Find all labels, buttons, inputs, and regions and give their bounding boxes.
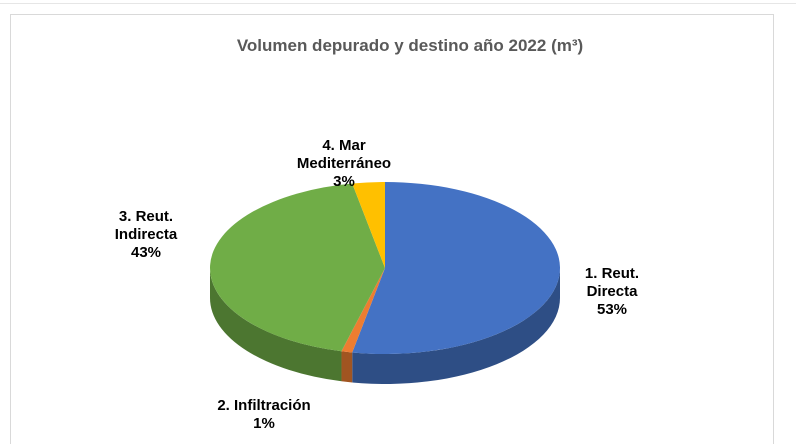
data-label: 4. Mar Mediterráneo 3% <box>289 137 399 191</box>
value-label: 1% <box>253 415 275 432</box>
value-label: 53% <box>596 301 628 318</box>
slice <box>210 183 385 352</box>
chart-title: Volumen depurado y destino año 2022 (m³) <box>236 36 584 55</box>
slice <box>341 268 385 353</box>
data-label: 1. Reut. Directa 53% <box>567 265 657 319</box>
slice-side <box>352 268 560 384</box>
slice-side <box>341 351 353 383</box>
data-label: 3. Reut. Indirecta 43% <box>101 208 191 262</box>
chart-frame <box>10 14 774 444</box>
category-label: 1. Reut. Directa <box>584 265 640 300</box>
page-edge <box>0 3 796 4</box>
slice <box>352 182 385 268</box>
slice-side <box>209 268 342 382</box>
data-label: 2. Infiltración 1% <box>164 397 364 433</box>
category-label: 3. Reut. Indirecta <box>114 208 178 243</box>
value-label: 43% <box>130 244 162 261</box>
slice <box>352 182 560 354</box>
category-label: 2. Infiltración <box>217 397 311 414</box>
category-label: 4. Mar Mediterráneo <box>296 137 392 172</box>
value-label: 3% <box>333 173 355 190</box>
